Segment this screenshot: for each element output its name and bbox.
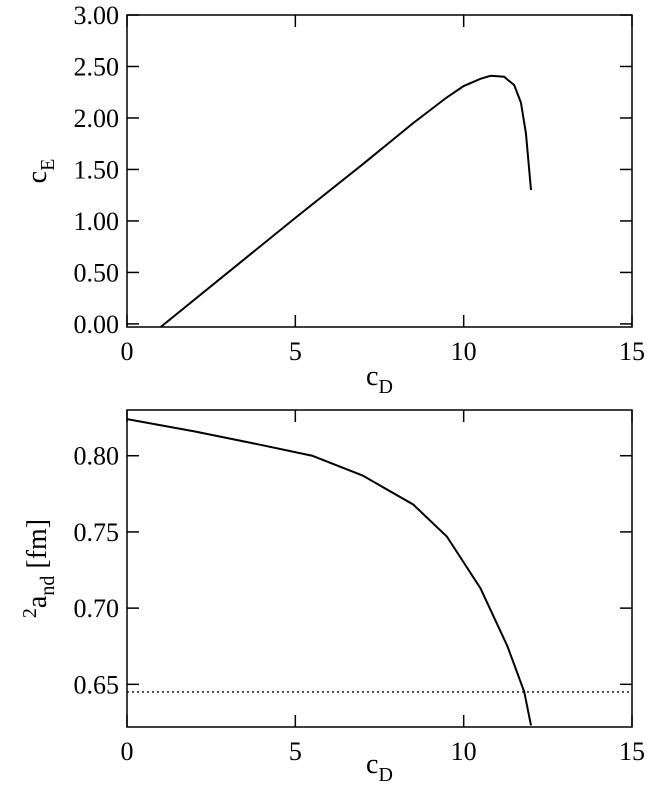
y-tick-label: 0.80: [74, 442, 120, 471]
x-tick-label: 0: [121, 737, 134, 766]
y-tick-label: 2.00: [74, 104, 120, 133]
x-tick-label: 15: [619, 737, 645, 766]
y-tick-label: 0.65: [74, 670, 120, 699]
x-axis-label-main: c: [366, 361, 378, 392]
y-axis-label: 2and [fm]: [19, 519, 59, 618]
x-tick-label: 0: [121, 337, 134, 366]
data-line: [160, 74, 532, 328]
y-axis-label: cE: [22, 159, 59, 184]
plot-frame: [126, 409, 633, 728]
y-tick-label: 0.00: [74, 310, 120, 339]
y-axis-label-part: c: [22, 171, 53, 183]
x-tick-label: 10: [451, 337, 477, 366]
x-axis-label: cD: [366, 749, 393, 786]
y-tick-label: 2.50: [74, 52, 120, 81]
plot-frame: [126, 14, 633, 328]
x-axis-label: cD: [366, 361, 393, 398]
x-axis-label-main: c: [366, 749, 378, 780]
y-axis-label-part: E: [37, 159, 59, 171]
y-tick-label: 0.50: [74, 258, 120, 287]
panel: 0 5 10 15 0.65 0.70 0.75 0.80 cD 2and [fm]: [19, 409, 645, 786]
y-tick-label: 1.50: [74, 155, 120, 184]
y-tick-label: 0.75: [74, 518, 120, 547]
x-tick-label: 15: [619, 337, 645, 366]
y-tick-label: 1.00: [74, 207, 120, 236]
x-tick-label: 10: [451, 737, 477, 766]
y-axis-label-part: nd: [37, 576, 59, 596]
y-axis-label-part: a: [22, 595, 53, 608]
y-tick-label: 0.70: [74, 594, 120, 623]
x-axis-label-sub: D: [378, 764, 392, 786]
y-axis-label-part: [fm]: [22, 519, 53, 576]
data-line: [126, 418, 532, 726]
x-tick-label: 5: [289, 737, 302, 766]
x-tick-label: 5: [289, 337, 302, 366]
x-axis-label-sub: D: [378, 376, 392, 398]
y-axis-label-part: 2: [19, 608, 41, 618]
y-tick-label: 3.00: [74, 1, 120, 30]
